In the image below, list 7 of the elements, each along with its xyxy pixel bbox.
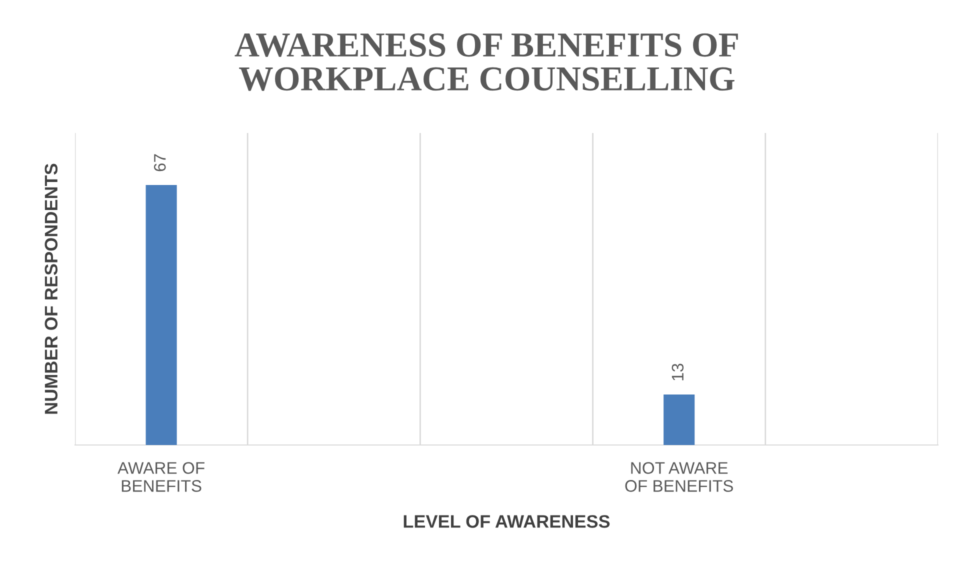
x-tick-label: NOT AWARE OF BENEFITS: [625, 462, 733, 492]
data-label: 67: [154, 154, 166, 172]
x-axis-title: LEVEL OF AWARENESS: [404, 515, 610, 528]
chart-title: AWARENESS OF BENEFITS OF WORKPLACE COUNSELLING: [234, 33, 738, 91]
x-tick-label: AWARE OF BENEFITS: [118, 462, 204, 492]
y-axis-title: NUMBER OF RESPONDENTS: [44, 164, 58, 414]
data-label: 13: [672, 364, 684, 380]
